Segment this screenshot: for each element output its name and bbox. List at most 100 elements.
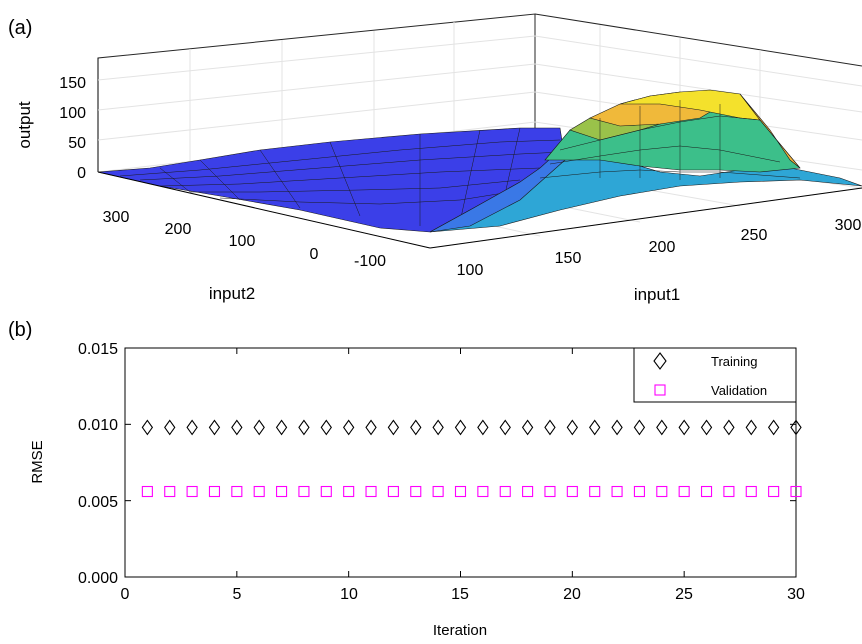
- validation-point: [656, 485, 668, 498]
- surface-hump-side: [739, 93, 801, 169]
- x-tick-label: 250: [741, 227, 768, 244]
- y-tick-label: 0: [310, 246, 319, 263]
- validation-point: [700, 485, 713, 498]
- x-tick-label: 30: [787, 586, 805, 603]
- x-tick-label: 25: [675, 586, 693, 603]
- validation-point: [566, 485, 578, 498]
- training-point: [186, 419, 198, 436]
- legend: Training Validation: [633, 347, 797, 403]
- x-axis-ticks: 100 150 200 250 300: [457, 217, 862, 279]
- training-point: [387, 419, 400, 436]
- x-tick-label: 5: [233, 586, 242, 603]
- floor-edges: [97, 171, 862, 249]
- training-point: [700, 419, 713, 436]
- legend-square-icon: [654, 384, 666, 396]
- training-point: [589, 419, 601, 436]
- y-tick-label: 0.010: [78, 417, 118, 434]
- x-tick-label: 0: [121, 586, 130, 603]
- validation-point: [298, 485, 310, 498]
- y-tick-label: 0.005: [78, 494, 118, 511]
- training-point: [678, 419, 690, 436]
- validation-point: [745, 485, 757, 498]
- training-point: [767, 419, 780, 436]
- y-axis-label: input2: [209, 284, 255, 303]
- validation-point: [320, 485, 332, 498]
- surface-axes-box: [97, 13, 862, 172]
- training-point: [231, 419, 243, 436]
- validation-point: [723, 485, 735, 498]
- training-point: [365, 419, 377, 436]
- y-tick-label: -100: [354, 253, 386, 270]
- training-point: [521, 419, 534, 436]
- x-axis-label: input1: [634, 285, 680, 304]
- y-axis-label: RMSE: [29, 440, 46, 483]
- training-point: [544, 419, 556, 436]
- training-point: [790, 419, 802, 436]
- panel-a: (a): [8, 13, 862, 304]
- y-tick-label: 0.000: [78, 570, 118, 587]
- validation-point: [454, 485, 467, 498]
- z-axis-label: output: [15, 101, 34, 149]
- validation-point: [633, 485, 645, 498]
- training-point: [499, 419, 511, 436]
- surface-hump-mesh-lines: [539, 100, 801, 180]
- training-point: [477, 419, 489, 436]
- legend-diamond-icon: [653, 352, 667, 370]
- x-axis-label: Iteration: [433, 622, 487, 639]
- training-point: [342, 419, 355, 436]
- validation-point: [678, 485, 690, 498]
- x-tick-label: 20: [563, 586, 581, 603]
- validation-point: [141, 485, 153, 498]
- x-tick-label: 15: [451, 586, 469, 603]
- validation-point: [432, 485, 444, 498]
- validation-point: [589, 485, 601, 498]
- x-tick-label: 10: [340, 586, 358, 603]
- y-tick-label: 0.015: [78, 341, 118, 358]
- surface-mesh: [97, 89, 862, 233]
- validation-point: [499, 485, 511, 498]
- validation-point: [768, 485, 780, 498]
- panel-a-label: (a): [8, 17, 32, 39]
- training-point: [320, 419, 332, 436]
- validation-point: [276, 485, 288, 498]
- y-axis-ticks: 300 200 100 0 -100: [103, 209, 386, 270]
- validation-point: [253, 485, 265, 498]
- training-point: [432, 419, 444, 436]
- y-axis-ticks: 0.000 0.005 0.010 0.015: [78, 341, 118, 587]
- x-tick-label: 300: [835, 217, 862, 234]
- validation-point: [522, 485, 534, 498]
- training-point: [164, 419, 176, 436]
- training-point: [611, 419, 623, 436]
- legend-validation-label: Validation: [711, 383, 767, 398]
- training-point: [298, 419, 310, 436]
- z-tick-label: 100: [59, 105, 86, 122]
- z-tick-label: 0: [77, 165, 86, 182]
- z-tick-label: 150: [59, 75, 86, 92]
- validation-point: [186, 485, 198, 498]
- validation-point: [544, 485, 556, 498]
- surface-mesh-lines: [119, 127, 564, 226]
- x-tick-label: 150: [555, 250, 582, 267]
- validation-point: [611, 485, 623, 498]
- training-point: [633, 419, 646, 436]
- panel-b: (b) 0.000 0.005 0.010 0.015 RMSE 0 5 10 …: [8, 319, 805, 639]
- validation-point: [343, 485, 355, 498]
- x-tick-label: 200: [649, 239, 676, 256]
- validation-point: [208, 485, 221, 498]
- y-tick-label: 100: [229, 233, 256, 250]
- training-point: [656, 419, 668, 436]
- y-tick-label: 200: [165, 221, 192, 238]
- training-point: [253, 419, 265, 436]
- validation-point: [387, 485, 399, 498]
- x-tick-label: 100: [457, 262, 484, 279]
- validation-point: [164, 485, 176, 498]
- training-point: [275, 419, 288, 436]
- validation-point: [231, 485, 243, 498]
- training-point: [410, 419, 422, 436]
- panel-b-label: (b): [8, 319, 32, 341]
- training-point: [745, 419, 757, 436]
- training-point: [454, 419, 467, 436]
- data-points: [141, 419, 802, 498]
- z-axis-ticks: 0 50 100 150: [59, 75, 86, 182]
